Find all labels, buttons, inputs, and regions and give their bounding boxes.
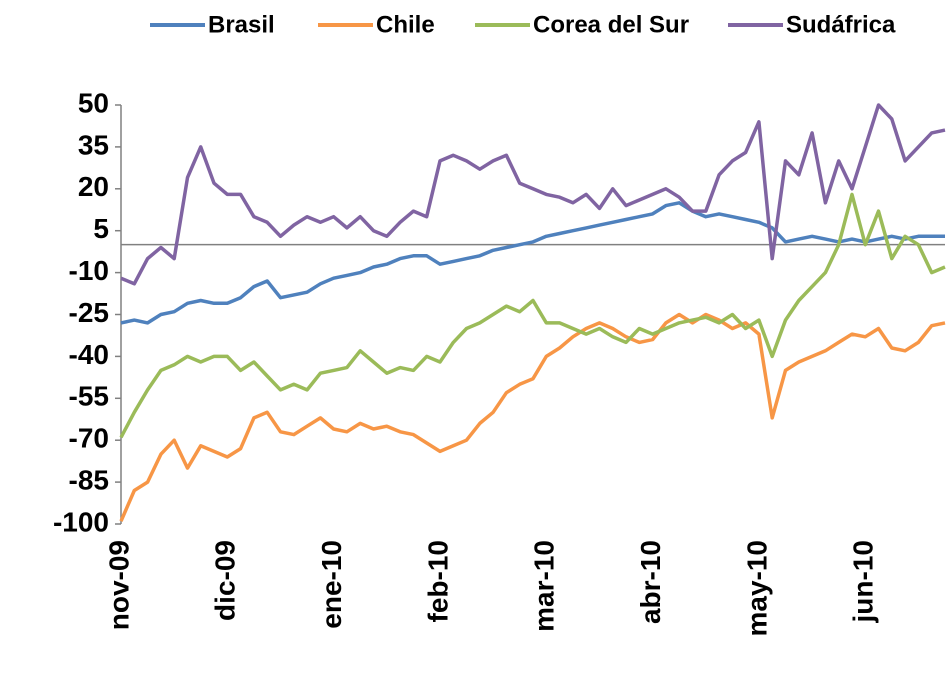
legend-label: Chile [376,11,435,38]
legend-label: Brasil [208,11,275,38]
x-tick-label: dic-09 [210,540,241,621]
y-tick-label: 20 [78,171,109,202]
y-tick-label: -25 [69,297,109,328]
y-tick-label: 50 [78,87,109,118]
y-tick-label: -85 [69,464,109,495]
y-tick-label: 35 [78,129,109,160]
x-tick-label: mar-10 [529,540,560,632]
series-line [119,312,946,522]
series-line [120,103,946,286]
x-tick-label: feb-10 [422,540,453,622]
series-line [120,201,945,325]
y-tick-label: -100 [53,506,109,537]
y-tick-label: -10 [69,255,109,286]
y-tick-label: 5 [93,213,109,244]
x-tick-label: jun-10 [848,540,879,623]
y-tick-label: -40 [69,339,109,370]
y-tick-label: -55 [69,381,109,412]
legend-label: Corea del Sur [533,11,689,38]
x-tick-label: nov-09 [103,540,134,630]
series-line [119,192,946,439]
legend-label: Sudáfrica [786,11,896,38]
x-tick-label: ene-10 [316,540,347,629]
y-tick-label: -70 [69,423,109,454]
x-tick-label: may-10 [741,540,772,637]
x-tick-label: abr-10 [635,540,666,624]
